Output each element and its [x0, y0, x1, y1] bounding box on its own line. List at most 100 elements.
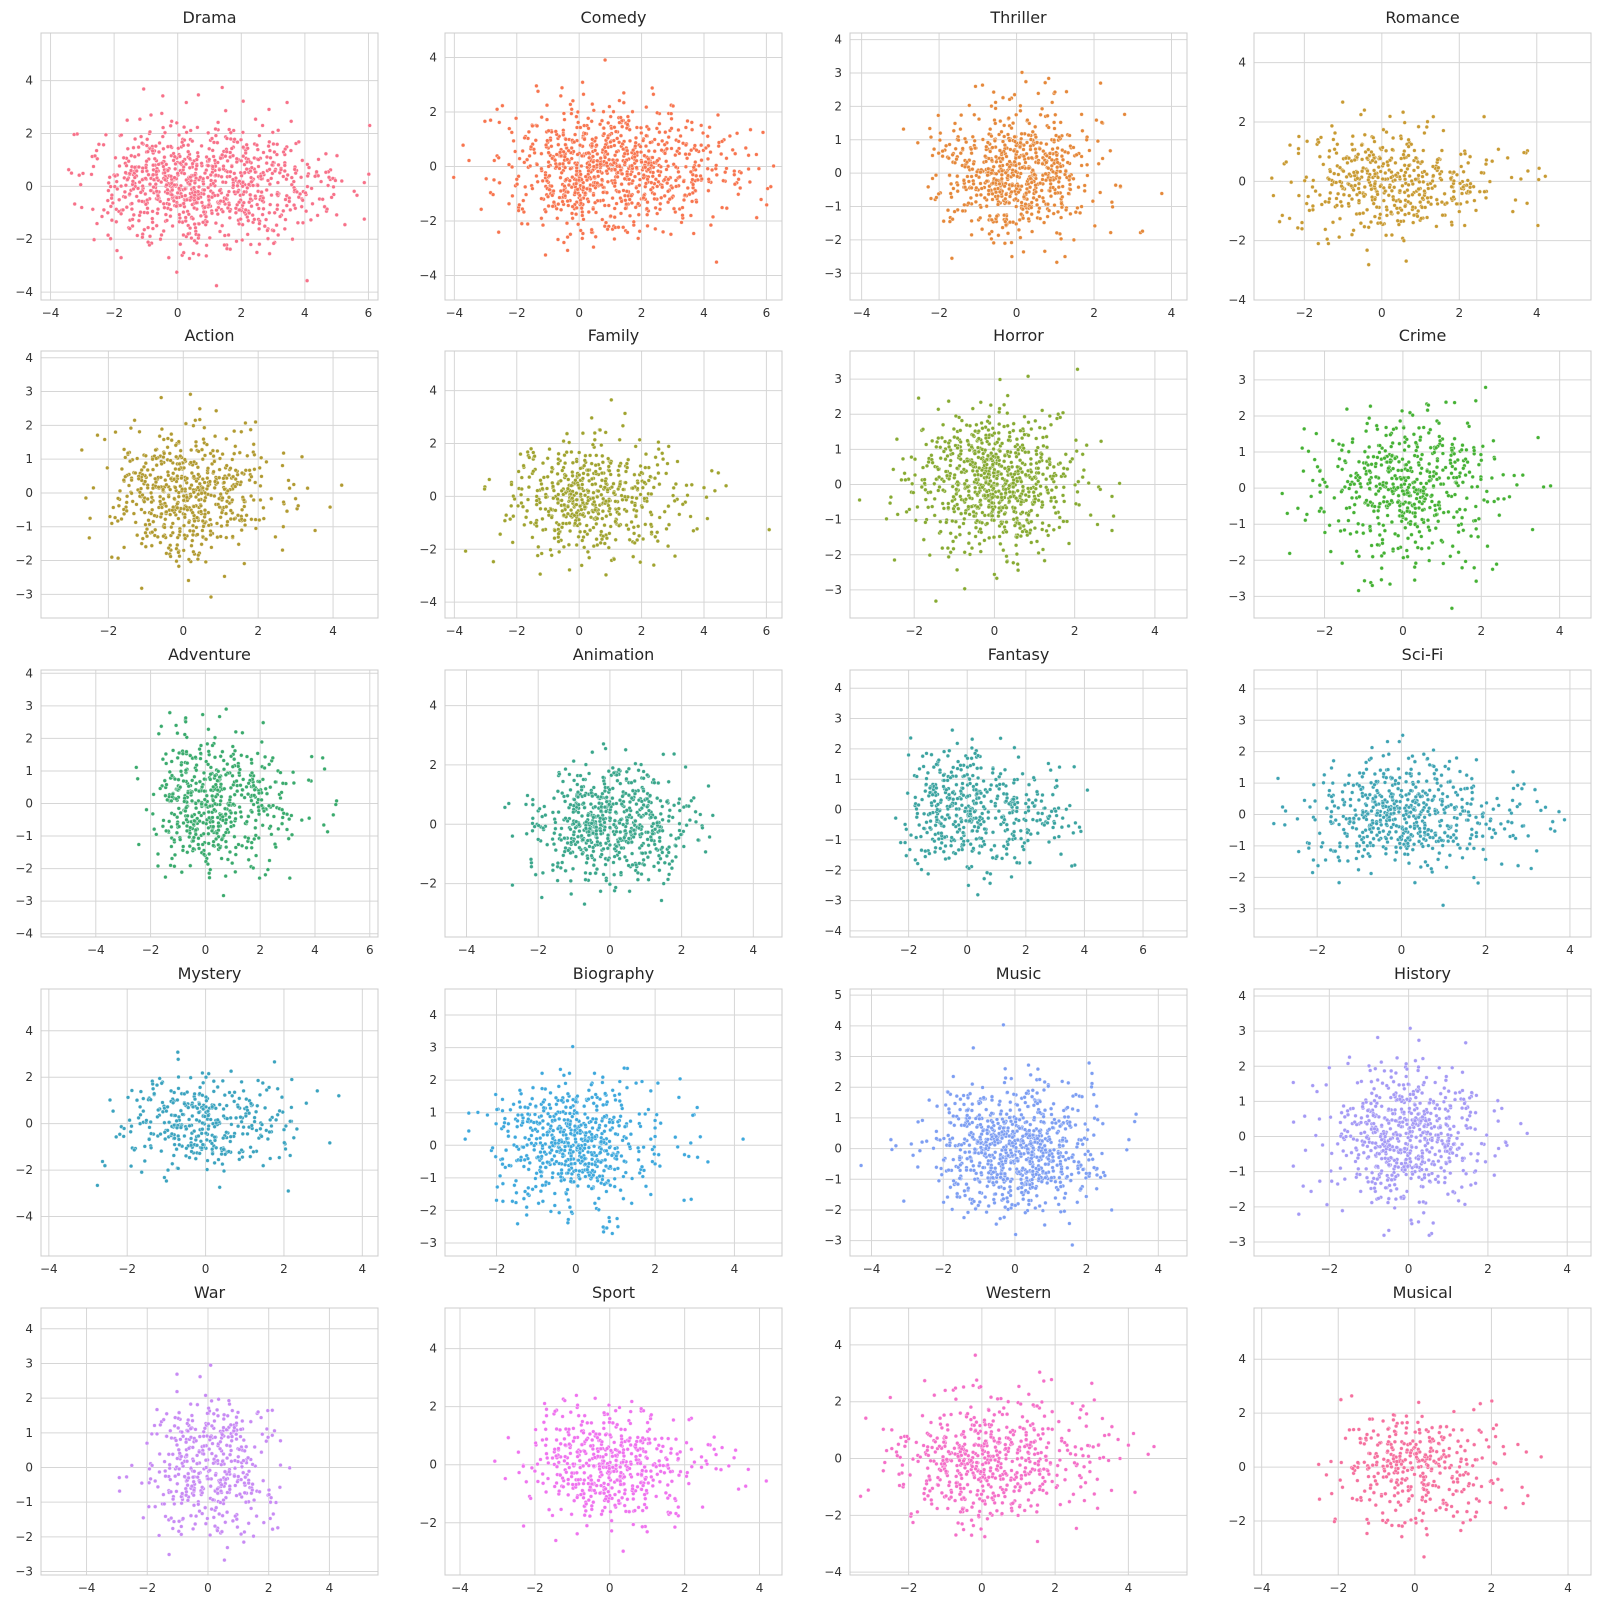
scatter-point [248, 192, 253, 197]
scatter-point [238, 137, 244, 142]
scatter-point [300, 220, 306, 225]
scatter-point [114, 179, 119, 184]
scatter-point [1355, 170, 1360, 175]
scatter-point [556, 457, 561, 462]
scatter-point [969, 218, 974, 223]
scatter-point [1109, 200, 1114, 205]
scatter-point [576, 534, 581, 539]
scatter-point [199, 491, 204, 496]
scatter-point [1311, 178, 1316, 183]
scatter-point [1060, 157, 1066, 162]
scatter-point [1468, 189, 1473, 195]
scatter-point [973, 199, 978, 204]
scatter-point [1058, 461, 1063, 466]
scatter-point [1349, 232, 1355, 237]
scatter-point [586, 468, 591, 473]
scatter-point [116, 556, 121, 561]
scatter-point [177, 154, 182, 159]
scatter-point [629, 200, 634, 206]
scatter-point [608, 472, 613, 477]
scatter-point [1054, 260, 1059, 265]
scatter-point [1050, 100, 1055, 105]
scatter-point [560, 521, 566, 526]
scatter-point [334, 153, 340, 158]
scatter-point [551, 188, 556, 194]
scatter-point [1352, 157, 1357, 163]
scatter-point [1389, 210, 1394, 215]
scatter-point [638, 125, 644, 130]
y-tick-label: −3 [15, 587, 33, 601]
scatter-point [999, 176, 1004, 181]
scatter-point [913, 518, 918, 523]
scatter-points [79, 392, 344, 600]
scatter-point [598, 122, 603, 127]
scatter-point [194, 163, 199, 168]
scatter-point [1416, 173, 1421, 178]
scatter-point [1396, 222, 1401, 227]
scatter-point [558, 150, 563, 155]
scatter-point [1054, 499, 1059, 504]
scatter-point [205, 466, 211, 471]
scatter-point [207, 235, 212, 240]
scatter-point [562, 117, 567, 122]
scatter-point [1402, 173, 1407, 178]
scatter-point [561, 513, 566, 518]
scatter-point [247, 468, 252, 473]
scatter-point [187, 156, 192, 161]
scatter-point [708, 223, 713, 228]
scatter-point [983, 436, 989, 441]
scatter-point [1482, 189, 1487, 194]
scatter-point [550, 193, 555, 198]
scatter-point [923, 487, 928, 492]
y-tick-label: 4 [1238, 56, 1246, 70]
scatter-point [730, 147, 735, 152]
scatter-point [238, 217, 243, 222]
scatter-point [1370, 158, 1375, 163]
subplot-title: Family [588, 326, 639, 345]
scatter-point [144, 534, 150, 539]
scatter-point [550, 480, 555, 485]
scatter-point [1406, 182, 1411, 187]
scatter-point [282, 168, 287, 174]
scatter-point [923, 520, 928, 525]
scatter-point [1316, 140, 1321, 145]
scatter-point [612, 143, 617, 148]
scatter-point [574, 459, 579, 464]
scatter-point [281, 174, 286, 179]
scatter-point [143, 479, 148, 484]
scatter-point [566, 477, 571, 482]
scatter-point [244, 159, 250, 165]
scatter-point [637, 183, 642, 188]
scatter-point [941, 422, 946, 427]
scatter-point [229, 146, 234, 151]
scatter-point [604, 190, 609, 195]
scatter-point [611, 481, 616, 486]
scatter-point [196, 472, 201, 477]
scatter-point [1482, 114, 1487, 119]
scatter-point [657, 173, 662, 178]
scatter-point [1065, 466, 1070, 472]
scatter-point [1468, 154, 1473, 159]
scatter-point [171, 471, 176, 476]
scatter-point [599, 492, 604, 497]
scatter-point [1383, 170, 1388, 176]
scatter-point [240, 184, 245, 189]
scatter-point [563, 193, 568, 198]
scatter-point [1374, 205, 1379, 210]
scatter-point [101, 142, 106, 147]
scatter-point [643, 144, 649, 149]
scatter-point [950, 484, 955, 489]
scatter-point [1384, 148, 1389, 153]
scatter-point [1007, 194, 1013, 199]
scatter-point [562, 154, 567, 159]
scatter-point [1013, 450, 1018, 455]
scatter-point [1060, 184, 1065, 189]
scatter-point [545, 194, 551, 199]
scatter-point [119, 184, 124, 189]
scatter-point [586, 168, 591, 173]
scatter-point [146, 240, 151, 245]
scatter-point [1030, 129, 1035, 134]
scatter-point [235, 189, 240, 194]
scatter-point [217, 167, 222, 172]
scatter-point [613, 519, 618, 524]
